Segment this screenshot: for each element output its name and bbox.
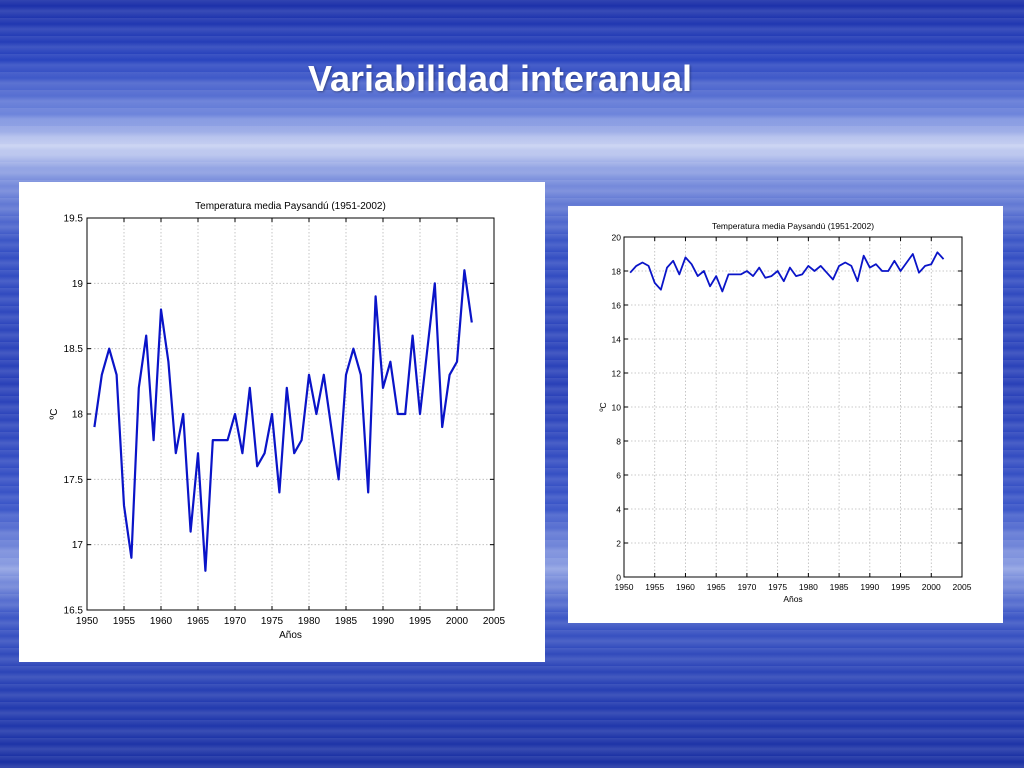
y-tick-label: 6 bbox=[616, 471, 621, 481]
x-tick-label: 1985 bbox=[335, 616, 358, 627]
y-tick-label: 10 bbox=[612, 403, 622, 413]
y-tick-label: 16 bbox=[612, 301, 622, 311]
x-axis-label: Años bbox=[783, 594, 802, 604]
x-tick-label: 1995 bbox=[891, 582, 910, 592]
y-tick-label: 20 bbox=[612, 233, 622, 243]
x-tick-label: 1955 bbox=[113, 616, 136, 627]
x-tick-label: 2005 bbox=[483, 616, 506, 627]
y-tick-label: 18 bbox=[612, 267, 622, 277]
y-tick-label: 4 bbox=[616, 505, 621, 515]
y-tick-label: 17 bbox=[72, 540, 84, 551]
x-tick-label: 1980 bbox=[799, 582, 818, 592]
chart-panel-right: 1950 1955 1960 1965 1970 1975 1980 1985 1990 1995… bbox=[568, 206, 1003, 623]
x-tick-label: 1980 bbox=[298, 616, 321, 627]
x-tick-label: 1950 bbox=[615, 582, 634, 592]
chart-title: Temperatura media Paysandú (1951-2002) bbox=[712, 221, 874, 231]
x-tick-label: 1965 bbox=[187, 616, 210, 627]
temperature-chart-full-scale: 1950 1955 1960 1965 1970 1975 1980 1985 1990 1995… bbox=[598, 221, 972, 604]
y-tick-label: 12 bbox=[612, 369, 622, 379]
y-tick-label: 18 bbox=[72, 410, 84, 421]
y-tick-label: 8 bbox=[616, 437, 621, 447]
x-tick-label: 2000 bbox=[446, 616, 469, 627]
y-tick-label: 17.5 bbox=[64, 475, 84, 486]
x-tick-label: 1950 bbox=[76, 616, 99, 627]
x-tick-label: 1975 bbox=[768, 582, 787, 592]
y-tick-label: 14 bbox=[612, 335, 622, 345]
x-tick-label: 1970 bbox=[224, 616, 247, 627]
y-tick-label: 19 bbox=[72, 279, 84, 290]
x-tick-label: 1965 bbox=[707, 582, 726, 592]
y-tick-label: 18.5 bbox=[64, 344, 84, 355]
x-axis-label: Años bbox=[279, 630, 302, 641]
y-tick-label: 16.5 bbox=[64, 606, 84, 617]
x-tick-label: 1960 bbox=[150, 616, 173, 627]
x-tick-label: 1955 bbox=[645, 582, 664, 592]
x-tick-label: 1960 bbox=[676, 582, 695, 592]
chart-panel-left: 1950 1955 1960 1965 1970 1975 1980 1985 1990 1995… bbox=[19, 182, 545, 662]
y-axis-label: ºC bbox=[598, 402, 608, 411]
y-tick-label: 2 bbox=[616, 539, 621, 549]
x-tick-label: 1970 bbox=[737, 582, 756, 592]
x-tick-label: 2000 bbox=[922, 582, 941, 592]
slide-title: Variabilidad interanual bbox=[307, 58, 693, 99]
x-tick-label: 1995 bbox=[409, 616, 432, 627]
y-tick-label: 0 bbox=[616, 573, 621, 583]
x-tick-label: 1990 bbox=[860, 582, 879, 592]
x-tick-label: 1985 bbox=[830, 582, 849, 592]
chart-title: Temperatura media Paysandú (1951-2002) bbox=[195, 201, 386, 212]
x-tick-label: 2005 bbox=[953, 582, 972, 592]
temperature-chart-zoomed: 1950 1955 1960 1965 1970 1975 1980 1985 1990 1995… bbox=[49, 201, 506, 641]
y-tick-label: 19.5 bbox=[64, 214, 84, 225]
temperature-series-line bbox=[93, 269, 473, 572]
x-tick-label: 1975 bbox=[261, 616, 284, 627]
y-axis-label: ºC bbox=[49, 409, 60, 420]
x-tick-label: 1990 bbox=[372, 616, 395, 627]
temperature-series-line bbox=[629, 251, 945, 293]
